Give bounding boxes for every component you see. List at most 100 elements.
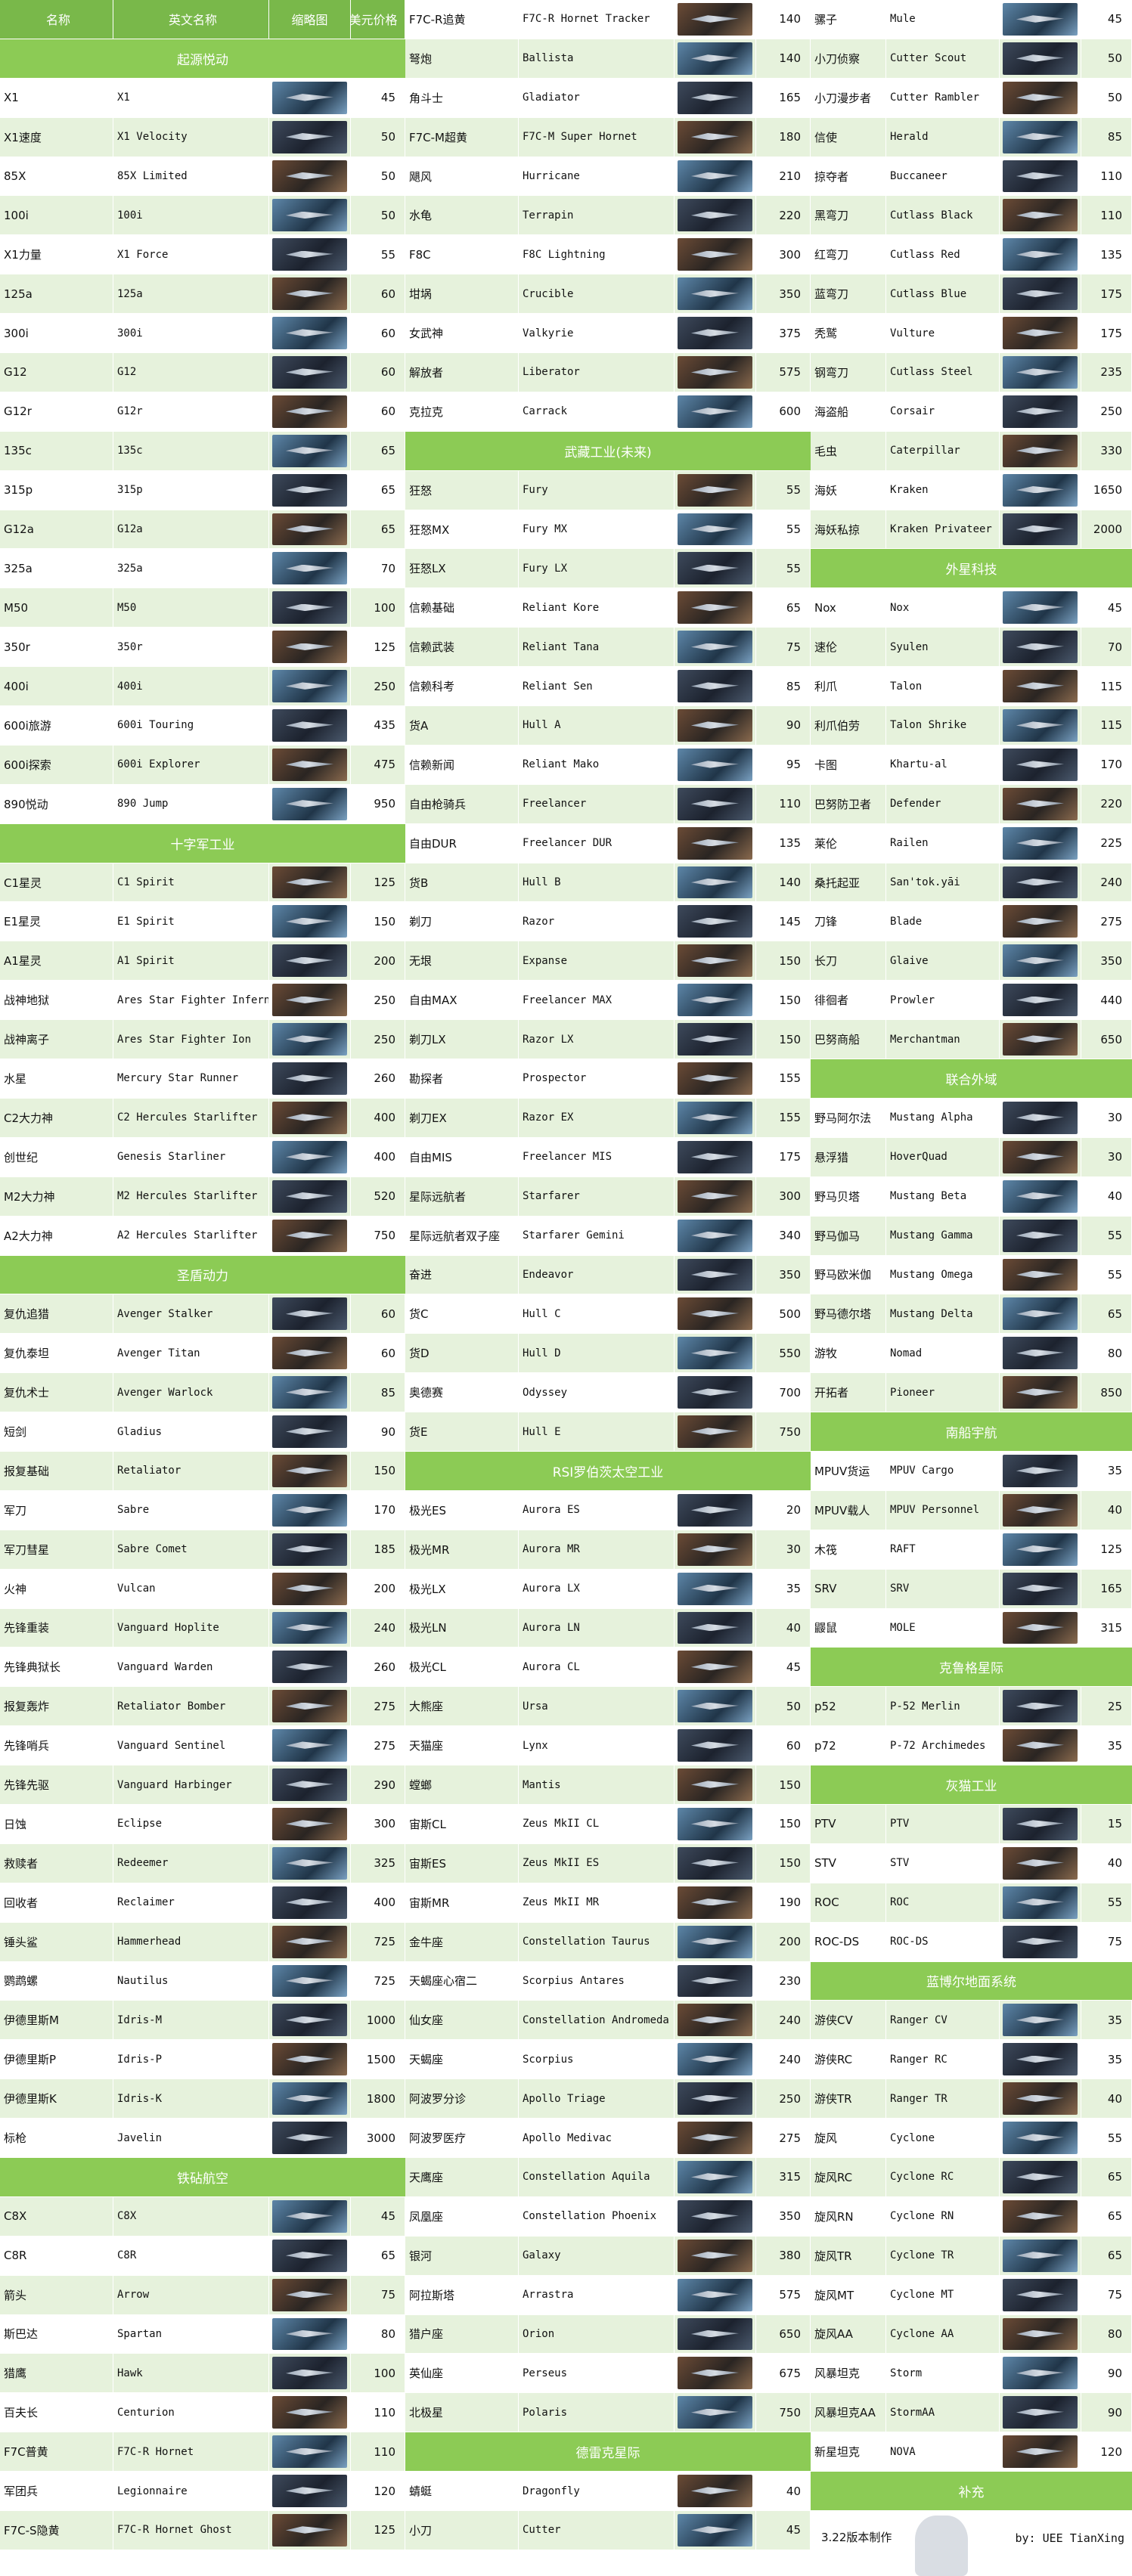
table-row: 自由枪骑兵 Freelancer 110 — [405, 784, 811, 824]
ship-thumbnail-image — [272, 1337, 347, 1370]
ship-price: 155 — [756, 1098, 811, 1137]
ship-thumbnail — [675, 1530, 756, 1569]
ship-name-en: Zeus MkII MR — [519, 1883, 675, 1922]
ship-name-cn: 伊德里斯K — [0, 2079, 113, 2119]
ship-thumbnail-image — [272, 1729, 347, 1762]
ship-name-cn: G12 — [0, 353, 113, 392]
table-row: 勘探者 Prospector 155 — [405, 1059, 811, 1099]
ship-thumbnail-image — [678, 984, 752, 1017]
ship-thumbnail-image — [678, 1651, 752, 1684]
ship-thumbnail-image — [1003, 1807, 1078, 1840]
table-row: MPUV载人 MPUV Personnel 40 — [811, 1490, 1132, 1530]
ship-name-cn: 螳螂 — [405, 1765, 519, 1804]
ship-price: 40 — [1081, 1490, 1132, 1530]
table-row: M50 M50 100 — [0, 588, 405, 628]
ship-name-en: MPUV Personnel — [886, 1490, 1000, 1530]
ship-thumbnail — [1000, 1294, 1081, 1334]
ship-price: 260 — [351, 1648, 405, 1687]
table-row: F7C-S隐黄 F7C-R Hornet Ghost 125 — [0, 2511, 405, 2550]
ship-name-en: Javelin — [113, 2119, 269, 2157]
ship-price: 135 — [1081, 235, 1132, 274]
ship-thumbnail — [675, 1687, 756, 1726]
ship-thumbnail — [1000, 628, 1081, 667]
ship-name-cn: A2大力神 — [0, 1216, 113, 1255]
table-row: 600i旅游 600i Touring 435 — [0, 706, 405, 746]
ship-price: 250 — [351, 981, 405, 1020]
ship-thumbnail-image — [678, 1768, 752, 1801]
ship-thumbnail — [675, 1294, 756, 1334]
ship-thumbnail — [1000, 1687, 1081, 1726]
ship-name-cn: 600i旅游 — [0, 706, 113, 745]
ship-thumbnail-image — [272, 1062, 347, 1095]
ship-name-cn: 仙女座 — [405, 2001, 519, 2040]
ship-name-cn: 信赖新闻 — [405, 745, 519, 784]
ship-thumbnail-image — [1003, 434, 1078, 467]
ship-name-cn: 百夫长 — [0, 2393, 113, 2432]
ship-thumbnail — [1000, 784, 1081, 823]
ship-price: 2000 — [1081, 510, 1132, 549]
ship-name-cn: 自由DUR — [405, 823, 519, 863]
ship-price: 350 — [756, 2196, 811, 2236]
table-row: 日蚀 Eclipse 300 — [0, 1804, 405, 1844]
header-english-name: 英文名称 — [113, 0, 269, 39]
ship-name-en: C2 Hercules Starlifter — [113, 1098, 269, 1137]
ship-name-en: Hull E — [519, 1412, 675, 1451]
ship-name-en: Aurora CL — [519, 1648, 675, 1687]
ship-name-cn: 小刀 — [405, 2511, 519, 2550]
ship-name-en: StormAA — [886, 2393, 1000, 2432]
ship-thumbnail — [675, 1176, 756, 1216]
ship-thumbnail — [1000, 1216, 1081, 1255]
table-row: 女武神 Valkyrie 375 — [405, 314, 811, 354]
ship-name-en: Constellation Aquila — [519, 2157, 675, 2196]
table-row: 巴努商船 Merchantman 650 — [811, 1020, 1132, 1060]
table-row: 125a 125a 60 — [0, 274, 405, 315]
ship-name-cn: 海妖 — [811, 470, 886, 510]
ship-name-en: Endeavor — [519, 1255, 675, 1294]
table-row: C2大力神 C2 Hercules Starlifter 400 — [0, 1098, 405, 1138]
ship-thumbnail — [1000, 2432, 1081, 2472]
ship-price: 220 — [756, 196, 811, 235]
table-row: 掠夺者 Buccaneer 110 — [811, 157, 1132, 197]
ship-name-cn: 400i — [0, 667, 113, 706]
ship-thumbnail — [1000, 235, 1081, 274]
ship-price: 250 — [756, 2079, 811, 2119]
ship-name-cn: 剃刀EX — [405, 1098, 519, 1137]
ship-thumbnail — [269, 667, 351, 706]
table-row: 风暴坦克AA StormAA 90 — [811, 2393, 1132, 2433]
ship-thumbnail — [1000, 1020, 1081, 1059]
ship-thumbnail-image — [272, 1768, 347, 1801]
table-row: 钢弯刀 Cutlass Steel 235 — [811, 353, 1132, 392]
table-row: 报复基础 Retaliator 150 — [0, 1451, 405, 1491]
ship-name-cn: 女武神 — [405, 314, 519, 353]
ship-name-en: Starfarer Gemini — [519, 1216, 675, 1255]
ship-name-en: F7C-R Hornet — [113, 2432, 269, 2472]
ship-price: 55 — [1081, 1883, 1132, 1922]
ship-thumbnail-image — [1003, 1572, 1078, 1605]
ship-price: 30 — [1081, 1137, 1132, 1176]
ship-name-en: Avenger Titan — [113, 1334, 269, 1373]
ship-name-cn: 自由MAX — [405, 981, 519, 1020]
ship-thumbnail-image — [678, 2278, 752, 2311]
ship-thumbnail — [269, 628, 351, 667]
ship-price: 40 — [756, 1608, 811, 1648]
ship-thumbnail — [1000, 1334, 1081, 1373]
ship-name-cn: 自由MIS — [405, 1137, 519, 1176]
ship-name-en: Legionnaire — [113, 2472, 269, 2510]
ship-thumbnail — [675, 1961, 756, 2001]
ship-name-en: Mustang Omega — [886, 1255, 1000, 1294]
ship-thumbnail-image — [1003, 81, 1078, 114]
table-row: 解放者 Liberator 575 — [405, 353, 811, 392]
version-note: 3.22版本制作 — [821, 2531, 892, 2544]
ship-price: 45 — [1081, 588, 1132, 628]
ship-thumbnail-image — [1003, 944, 1078, 978]
ship-name-en: Talon — [886, 667, 1000, 706]
ship-thumbnail — [269, 510, 351, 549]
ship-thumbnail-image — [678, 1297, 752, 1331]
ship-thumbnail — [1000, 1569, 1081, 1608]
ship-thumbnail-image — [272, 238, 347, 271]
ship-thumbnail-image — [272, 1886, 347, 1919]
ship-name-en: Starfarer — [519, 1176, 675, 1216]
ship-thumbnail — [675, 39, 756, 78]
ship-thumbnail — [1000, 2157, 1081, 2196]
ship-price: 260 — [351, 1059, 405, 1098]
